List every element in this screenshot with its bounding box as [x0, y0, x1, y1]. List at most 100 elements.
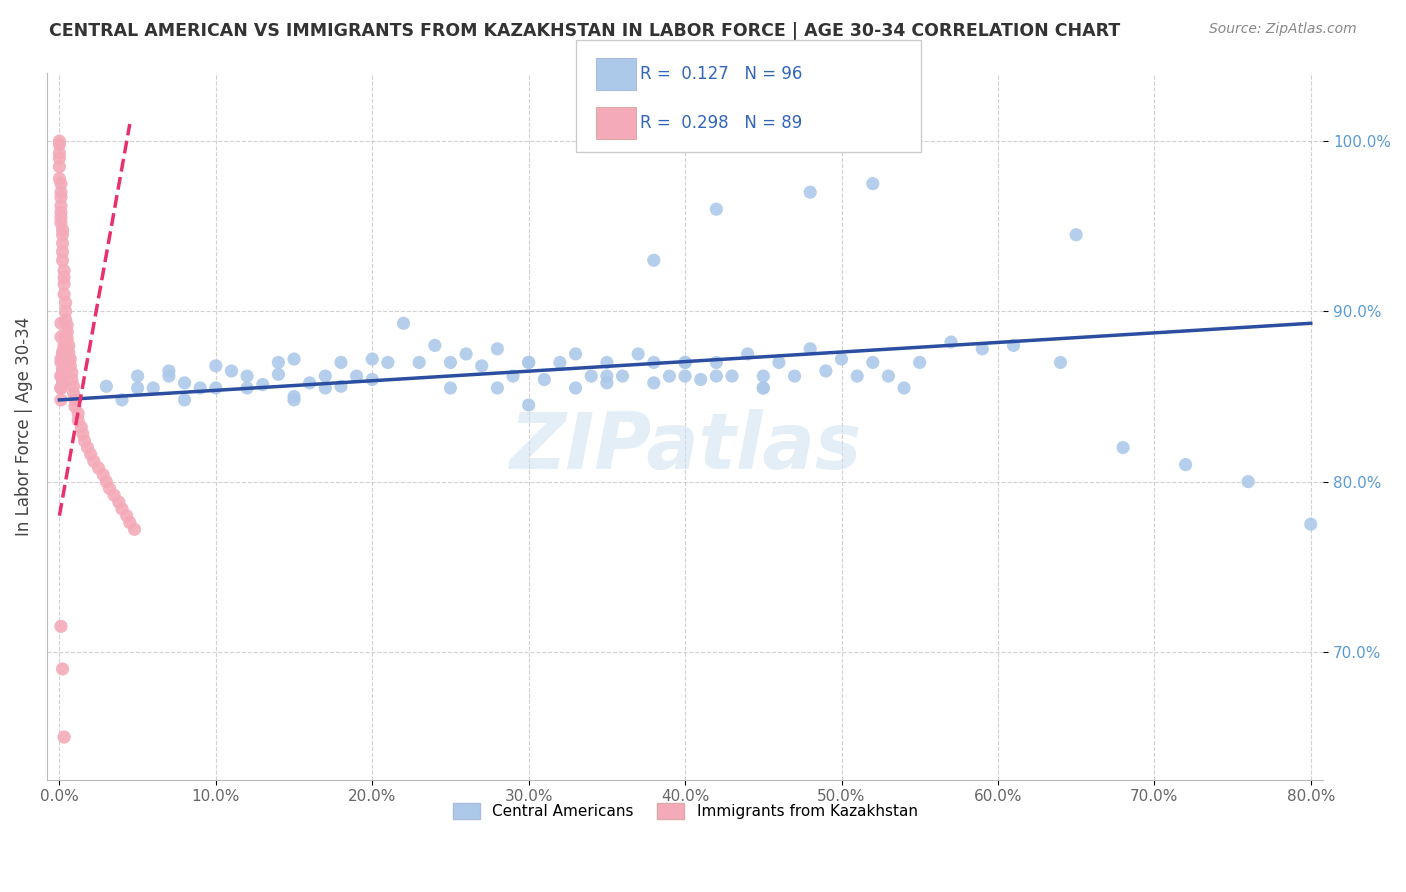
- Point: [60, 372, 83, 386]
- Point: [643, 253, 665, 268]
- Point: [752, 381, 775, 395]
- Point: [596, 355, 619, 369]
- Point: [115, 508, 138, 523]
- Point: [53, 362, 76, 376]
- Point: [439, 355, 461, 369]
- Point: [486, 342, 509, 356]
- Point: [706, 355, 728, 369]
- Point: [49, 211, 72, 225]
- Point: [49, 330, 72, 344]
- Point: [471, 359, 494, 373]
- Point: [76, 441, 98, 455]
- Point: [596, 376, 619, 390]
- Point: [91, 467, 114, 482]
- Point: [721, 369, 744, 384]
- Point: [173, 376, 195, 390]
- Point: [49, 216, 72, 230]
- Point: [330, 379, 353, 393]
- Point: [1002, 338, 1025, 352]
- Point: [439, 381, 461, 395]
- Legend: Central Americans, Immigrants from Kazakhstan: Central Americans, Immigrants from Kazak…: [447, 797, 924, 825]
- Point: [79, 447, 101, 461]
- Point: [56, 342, 79, 356]
- Point: [49, 392, 72, 407]
- Point: [63, 400, 86, 414]
- Text: Source: ZipAtlas.com: Source: ZipAtlas.com: [1209, 22, 1357, 37]
- Point: [939, 334, 962, 349]
- Point: [142, 381, 165, 395]
- Point: [51, 372, 73, 386]
- Point: [49, 381, 72, 395]
- Point: [48, 134, 70, 148]
- Point: [533, 372, 555, 386]
- Point: [48, 171, 70, 186]
- Point: [67, 413, 90, 427]
- Point: [51, 347, 73, 361]
- Point: [62, 386, 84, 401]
- Point: [768, 355, 790, 369]
- Point: [111, 501, 134, 516]
- Point: [706, 202, 728, 217]
- Point: [236, 381, 259, 395]
- Point: [1299, 517, 1322, 532]
- Point: [56, 325, 79, 339]
- Point: [893, 381, 915, 395]
- Point: [564, 347, 586, 361]
- Point: [53, 287, 76, 301]
- Point: [814, 364, 837, 378]
- Point: [118, 516, 141, 530]
- Point: [298, 376, 321, 390]
- Point: [1174, 458, 1197, 472]
- Point: [517, 355, 540, 369]
- Point: [53, 730, 76, 744]
- Text: R =  0.298   N = 89: R = 0.298 N = 89: [640, 114, 801, 132]
- Point: [173, 392, 195, 407]
- Point: [96, 475, 118, 489]
- Point: [53, 270, 76, 285]
- Point: [831, 352, 853, 367]
- Point: [51, 236, 73, 251]
- Point: [55, 304, 77, 318]
- Point: [124, 522, 146, 536]
- Point: [58, 355, 80, 369]
- Point: [48, 137, 70, 152]
- Point: [157, 369, 180, 384]
- Point: [51, 222, 73, 236]
- Y-axis label: In Labor Force | Age 30-34: In Labor Force | Age 30-34: [15, 317, 32, 536]
- Point: [752, 369, 775, 384]
- Point: [689, 372, 711, 386]
- Point: [51, 244, 73, 259]
- Point: [83, 454, 105, 468]
- Point: [612, 369, 634, 384]
- Point: [581, 369, 603, 384]
- Point: [67, 407, 90, 421]
- Point: [1237, 475, 1260, 489]
- Point: [392, 316, 415, 330]
- Text: CENTRAL AMERICAN VS IMMIGRANTS FROM KAZAKHSTAN IN LABOR FORCE | AGE 30-34 CORREL: CENTRAL AMERICAN VS IMMIGRANTS FROM KAZA…: [49, 22, 1121, 40]
- Point: [564, 381, 586, 395]
- Point: [51, 662, 73, 676]
- Point: [51, 227, 73, 242]
- Point: [49, 381, 72, 395]
- Point: [643, 376, 665, 390]
- Point: [346, 369, 368, 384]
- Point: [127, 369, 149, 384]
- Point: [517, 398, 540, 412]
- Point: [96, 379, 118, 393]
- Point: [59, 359, 82, 373]
- Point: [51, 355, 73, 369]
- Point: [51, 364, 73, 378]
- Point: [49, 177, 72, 191]
- Point: [55, 313, 77, 327]
- Point: [53, 277, 76, 292]
- Point: [596, 369, 619, 384]
- Point: [972, 342, 994, 356]
- Point: [548, 355, 571, 369]
- Point: [517, 355, 540, 369]
- Point: [1064, 227, 1087, 242]
- Point: [53, 342, 76, 356]
- Point: [862, 355, 884, 369]
- Point: [643, 355, 665, 369]
- Point: [658, 369, 681, 384]
- Point: [59, 352, 82, 367]
